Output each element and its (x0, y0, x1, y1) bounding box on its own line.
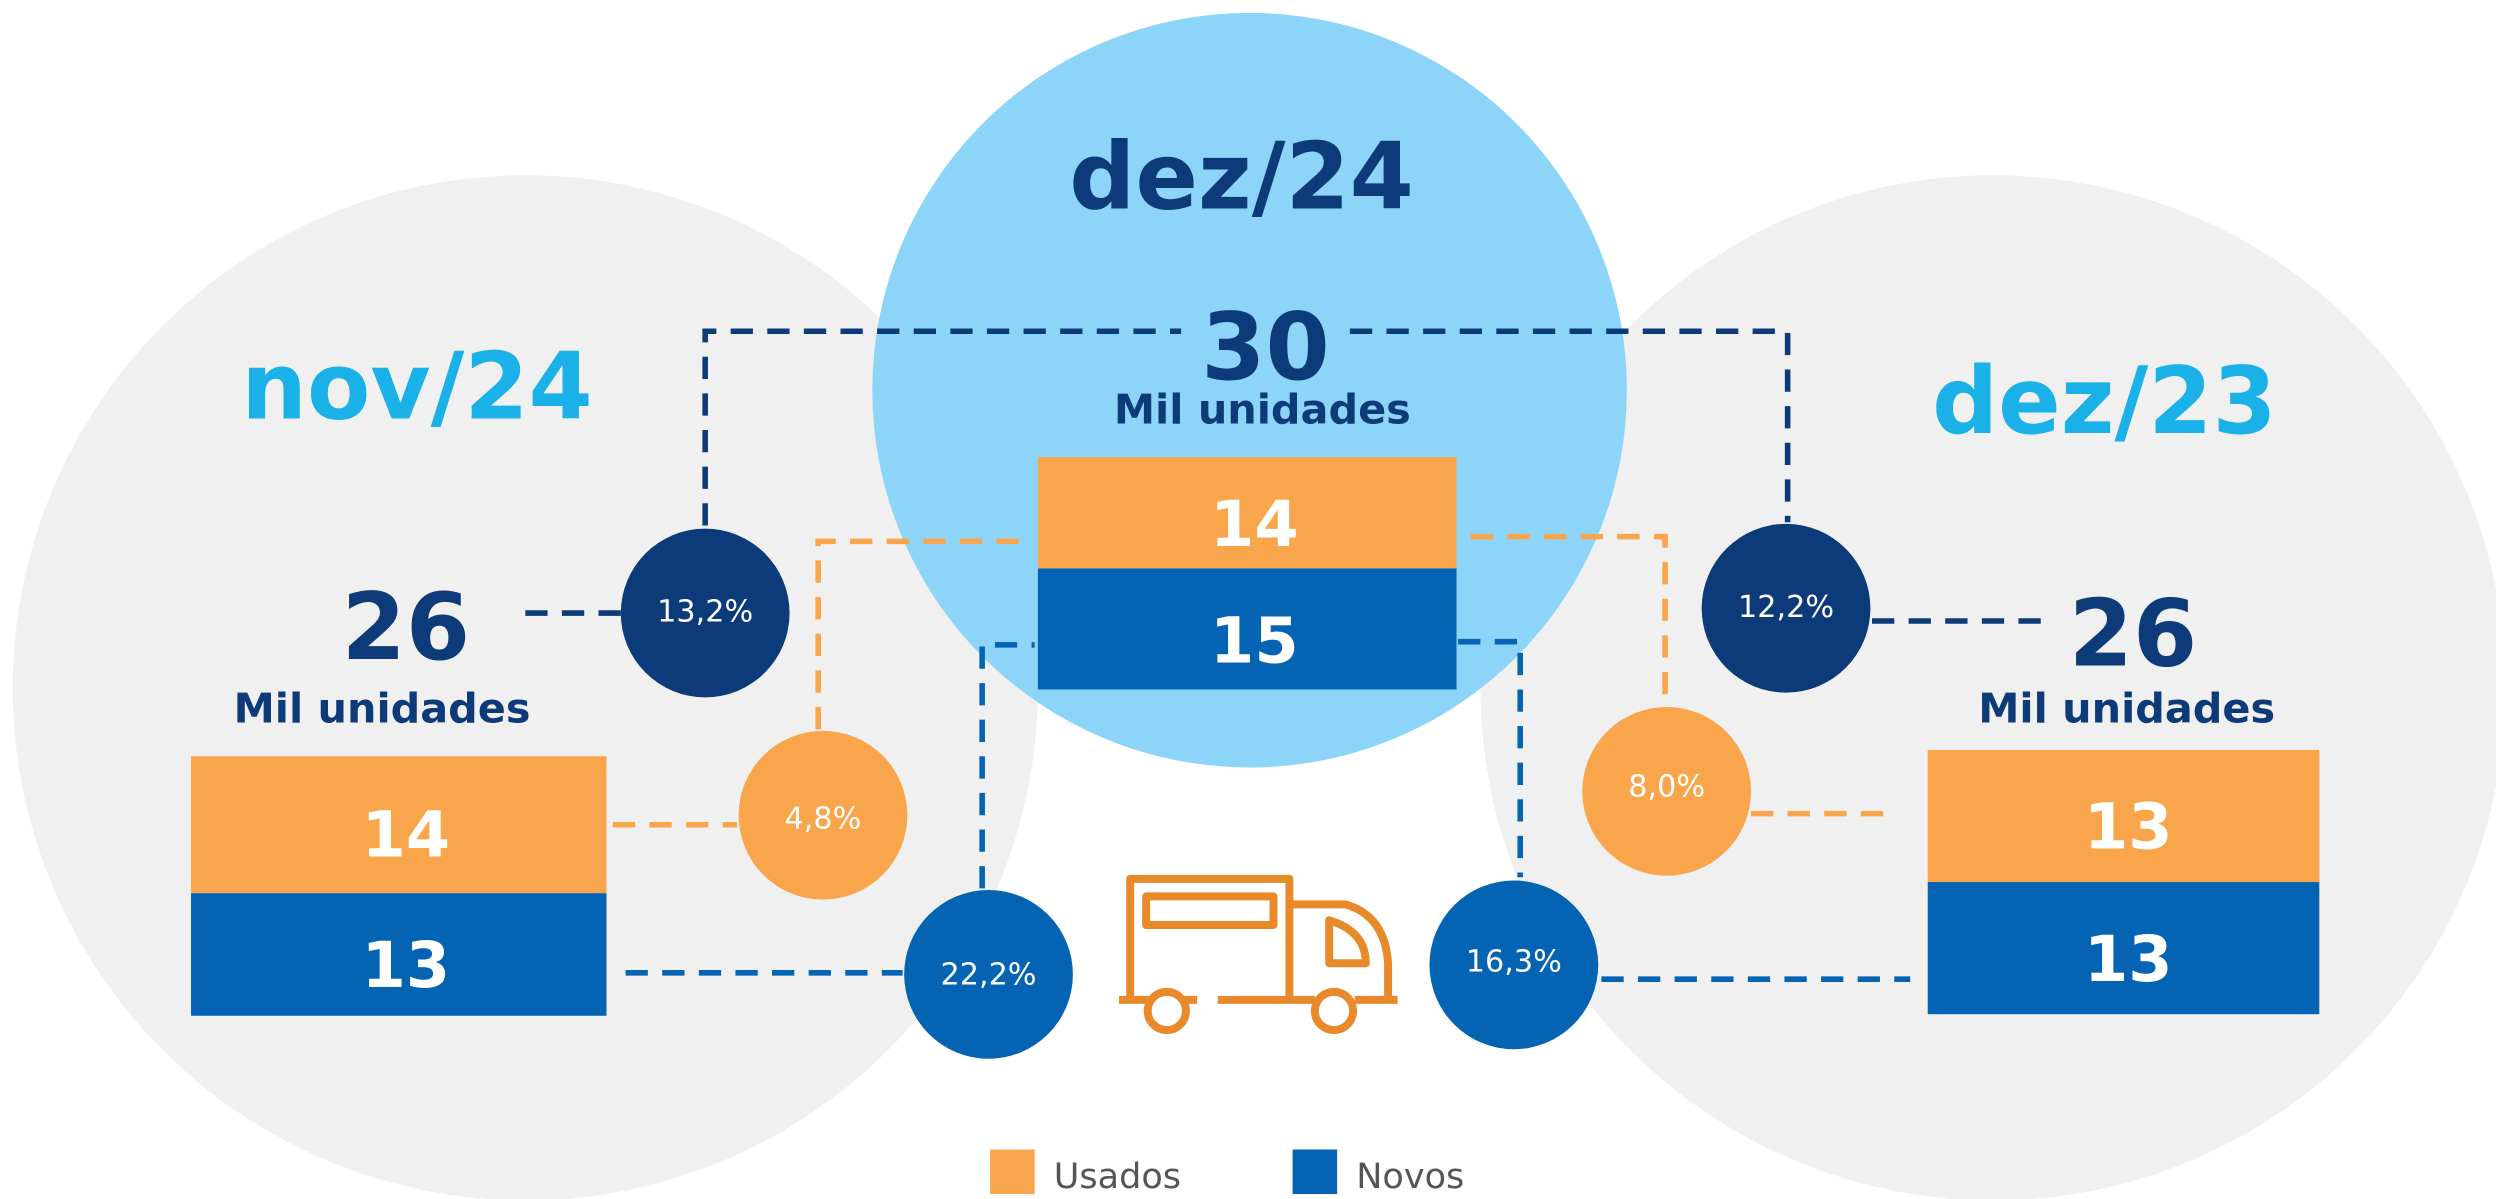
connector (702, 328, 1791, 526)
truck-icon (1119, 874, 1398, 1035)
change-label: 22,2% (940, 957, 1036, 992)
usados-value: 13 (2084, 791, 2173, 865)
connector (815, 538, 1029, 730)
change-circle (1701, 523, 1871, 693)
usados-value: 14 (362, 799, 451, 873)
change-circle (904, 890, 1073, 1059)
unit: Mil unidades (1114, 385, 1411, 433)
novos-value: 13 (2084, 923, 2173, 997)
novos-box (1927, 882, 2320, 1015)
change-label: 4,8% (785, 801, 862, 836)
total: 30 (1201, 293, 1329, 401)
unit: Mil unidades (1978, 685, 2275, 733)
legend-label: Usados (1054, 1156, 1181, 1197)
change-circle (620, 528, 790, 698)
change-label: 16,3% (1466, 945, 1562, 980)
usados-value: 14 (1210, 488, 1299, 562)
total: 26 (342, 573, 470, 681)
period-label: nov/24 (241, 333, 593, 441)
change-circle (1429, 880, 1599, 1050)
change-label: 8,0% (1628, 770, 1705, 805)
novos-value: 15 (1210, 604, 1299, 678)
change-circle (1582, 706, 1752, 876)
connector (1470, 533, 1668, 706)
total: 26 (2069, 579, 2197, 687)
change-label: 13,2% (657, 595, 753, 630)
legend-swatch (990, 1149, 1035, 1195)
usados-box (1037, 457, 1457, 569)
legend-swatch (1292, 1149, 1338, 1195)
usados-box (1927, 749, 2320, 883)
unit: Mil unidades (234, 685, 531, 733)
change-label: 12,2% (1738, 590, 1834, 625)
novos-box (1037, 568, 1457, 690)
legend-label: Novos (1356, 1156, 1464, 1197)
connector (979, 642, 1035, 889)
period-label: dez/23 (1932, 347, 2277, 455)
connector (1458, 638, 1523, 878)
connectors (525, 328, 2041, 982)
novos-box (191, 893, 607, 1016)
usados-box (191, 756, 607, 894)
period-label: dez/24 (1069, 123, 1414, 231)
novos-value: 13 (362, 929, 451, 1003)
change-circle (738, 730, 908, 900)
